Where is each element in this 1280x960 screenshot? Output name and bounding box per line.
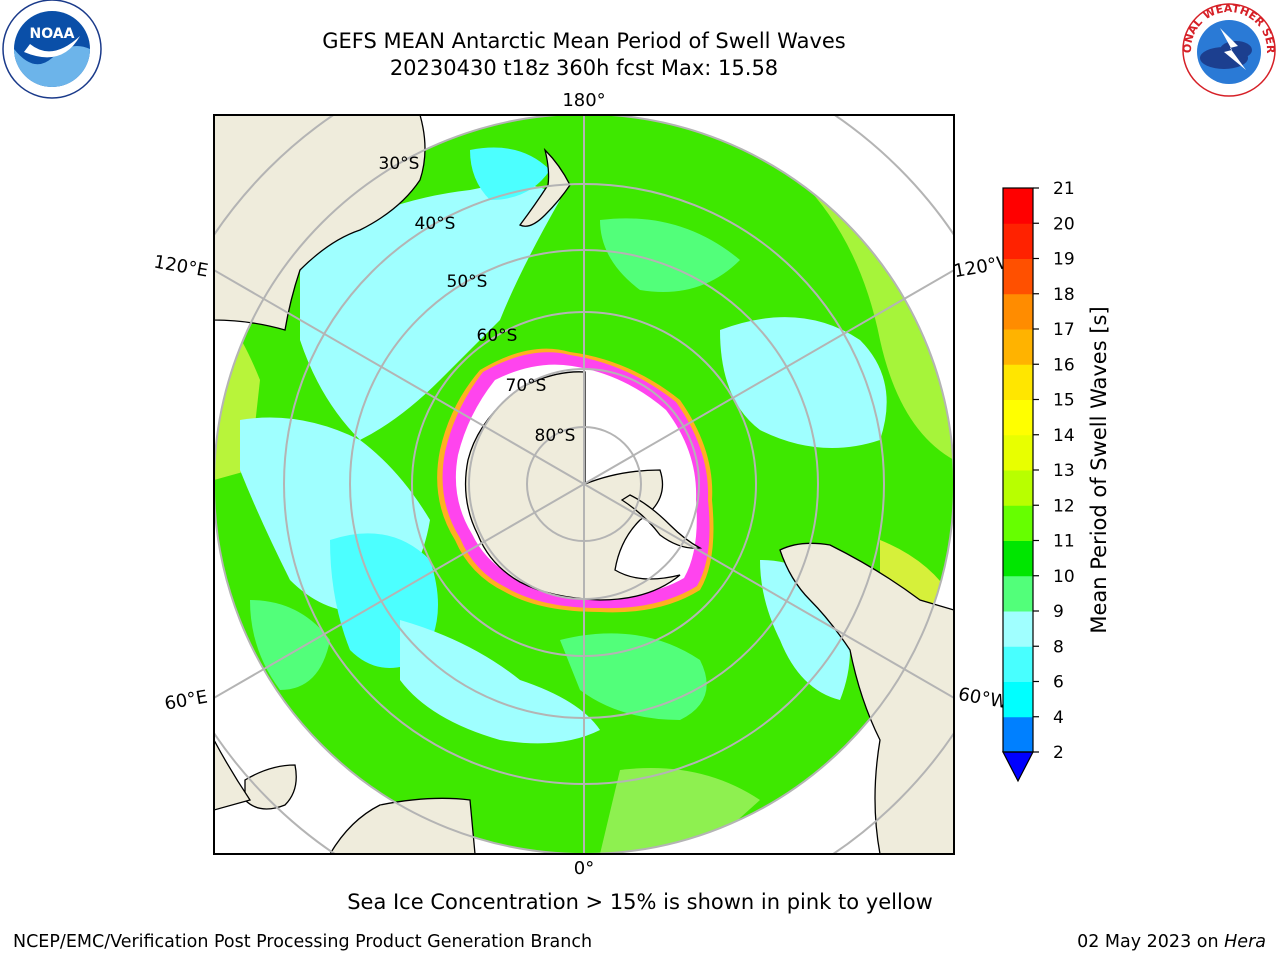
lat-label-40s: 40°S bbox=[415, 214, 456, 234]
antarctic-peninsula bbox=[620, 494, 703, 549]
swell-band-12s bbox=[800, 140, 954, 460]
land-edge bbox=[214, 739, 252, 811]
colorbar-segment bbox=[1003, 575, 1033, 612]
colorbar-tick-label: 10 bbox=[1053, 567, 1075, 587]
australia-land bbox=[214, 115, 426, 331]
meridian-60e-120w bbox=[214, 268, 954, 700]
colorbar-segment bbox=[1003, 611, 1033, 647]
colorbar-tick-label: 20 bbox=[1053, 214, 1075, 234]
lat-label-50s: 50°S bbox=[447, 272, 488, 292]
swell-band-10s bbox=[600, 218, 740, 292]
footer-date: 02 May 2023 on Hera bbox=[1077, 932, 1266, 952]
colorbar-tick-label: 12 bbox=[1053, 496, 1075, 516]
footer-date-text: 02 May 2023 on bbox=[1077, 932, 1225, 952]
colorbar-segment bbox=[1003, 329, 1033, 365]
swell-band-8s bbox=[300, 184, 560, 440]
forecast-info: 20230430 t18z 360h fcst Max: 15.58 bbox=[389, 56, 779, 80]
sea-ice-note: Sea Ice Concentration > 15% is shown in … bbox=[347, 890, 933, 914]
national-weather-service-logo-icon: NATIONAL WEATHER SERVICE bbox=[1178, 0, 1277, 98]
colorbar-tick-label: 4 bbox=[1053, 708, 1064, 728]
madagascar-land bbox=[244, 764, 297, 810]
colorbar-tick-label: 9 bbox=[1053, 602, 1064, 622]
colorbar-tick-label: 15 bbox=[1053, 391, 1075, 411]
colorbar-tick-label: 21 bbox=[1053, 179, 1075, 199]
colorbar-segment bbox=[1003, 434, 1033, 471]
lon-label-0: 0° bbox=[574, 858, 594, 879]
swell-band-8s bbox=[720, 317, 887, 448]
colorbar-segment bbox=[1003, 646, 1033, 682]
colorbar-segment bbox=[1003, 364, 1033, 400]
colorbar-tick-label: 17 bbox=[1053, 320, 1075, 340]
lon-label-180: 180° bbox=[562, 90, 605, 111]
colorbar-tick-label: 14 bbox=[1053, 426, 1075, 446]
swell-band-10s bbox=[250, 600, 330, 690]
colorbar-segment bbox=[1003, 470, 1033, 506]
lat-label-70s: 70°S bbox=[506, 376, 547, 396]
lat-label-30s: 30°S bbox=[379, 154, 420, 174]
graticule bbox=[214, 115, 954, 854]
colorbar-segment bbox=[1003, 716, 1033, 753]
colorbar-segment bbox=[1003, 258, 1033, 295]
colorbar-label: Mean Period of Swell Waves [s] bbox=[1087, 306, 1111, 633]
colorbar-segment bbox=[1003, 540, 1033, 577]
colorbar-segment bbox=[1003, 293, 1033, 330]
swell-band-8s bbox=[470, 147, 550, 200]
colorbar-tick-label: 6 bbox=[1053, 673, 1064, 693]
footer-credit: NCEP/EMC/Verification Post Processing Pr… bbox=[13, 932, 593, 952]
colorbar-tick-label: 16 bbox=[1053, 355, 1075, 375]
south-america-land bbox=[779, 542, 954, 854]
colorbar-segment bbox=[1003, 505, 1033, 541]
colorbar-tick-label: 13 bbox=[1053, 461, 1075, 481]
colorbar-tick-label: 18 bbox=[1053, 285, 1075, 305]
lat-label-60s: 60°S bbox=[477, 326, 518, 346]
chart-title: GEFS MEAN Antarctic Mean Period of Swell… bbox=[322, 29, 846, 53]
colorbar-segment bbox=[1003, 681, 1033, 718]
colorbar-segment bbox=[1003, 188, 1033, 224]
colorbar-tick-label: 8 bbox=[1053, 637, 1064, 657]
colorbar-tick-label: 19 bbox=[1053, 250, 1075, 270]
lat-label-80s: 80°S bbox=[535, 426, 576, 446]
colorbar-segment bbox=[1003, 399, 1033, 436]
noaa-logo-icon: NOAA bbox=[2, 0, 102, 99]
map-frame bbox=[213, 114, 955, 855]
footer-host: Hera bbox=[1224, 932, 1266, 952]
noaa-logo-text: NOAA bbox=[30, 26, 75, 42]
africa-land bbox=[329, 797, 476, 854]
colorbar-segment bbox=[1003, 223, 1033, 259]
swell-band-8s bbox=[400, 620, 600, 744]
colorbar-tick-label: 2 bbox=[1053, 743, 1064, 763]
colorbar-tick-label: 11 bbox=[1053, 532, 1075, 552]
new-zealand-land bbox=[519, 147, 571, 227]
colorbar-extend-arrow bbox=[1002, 751, 1034, 783]
